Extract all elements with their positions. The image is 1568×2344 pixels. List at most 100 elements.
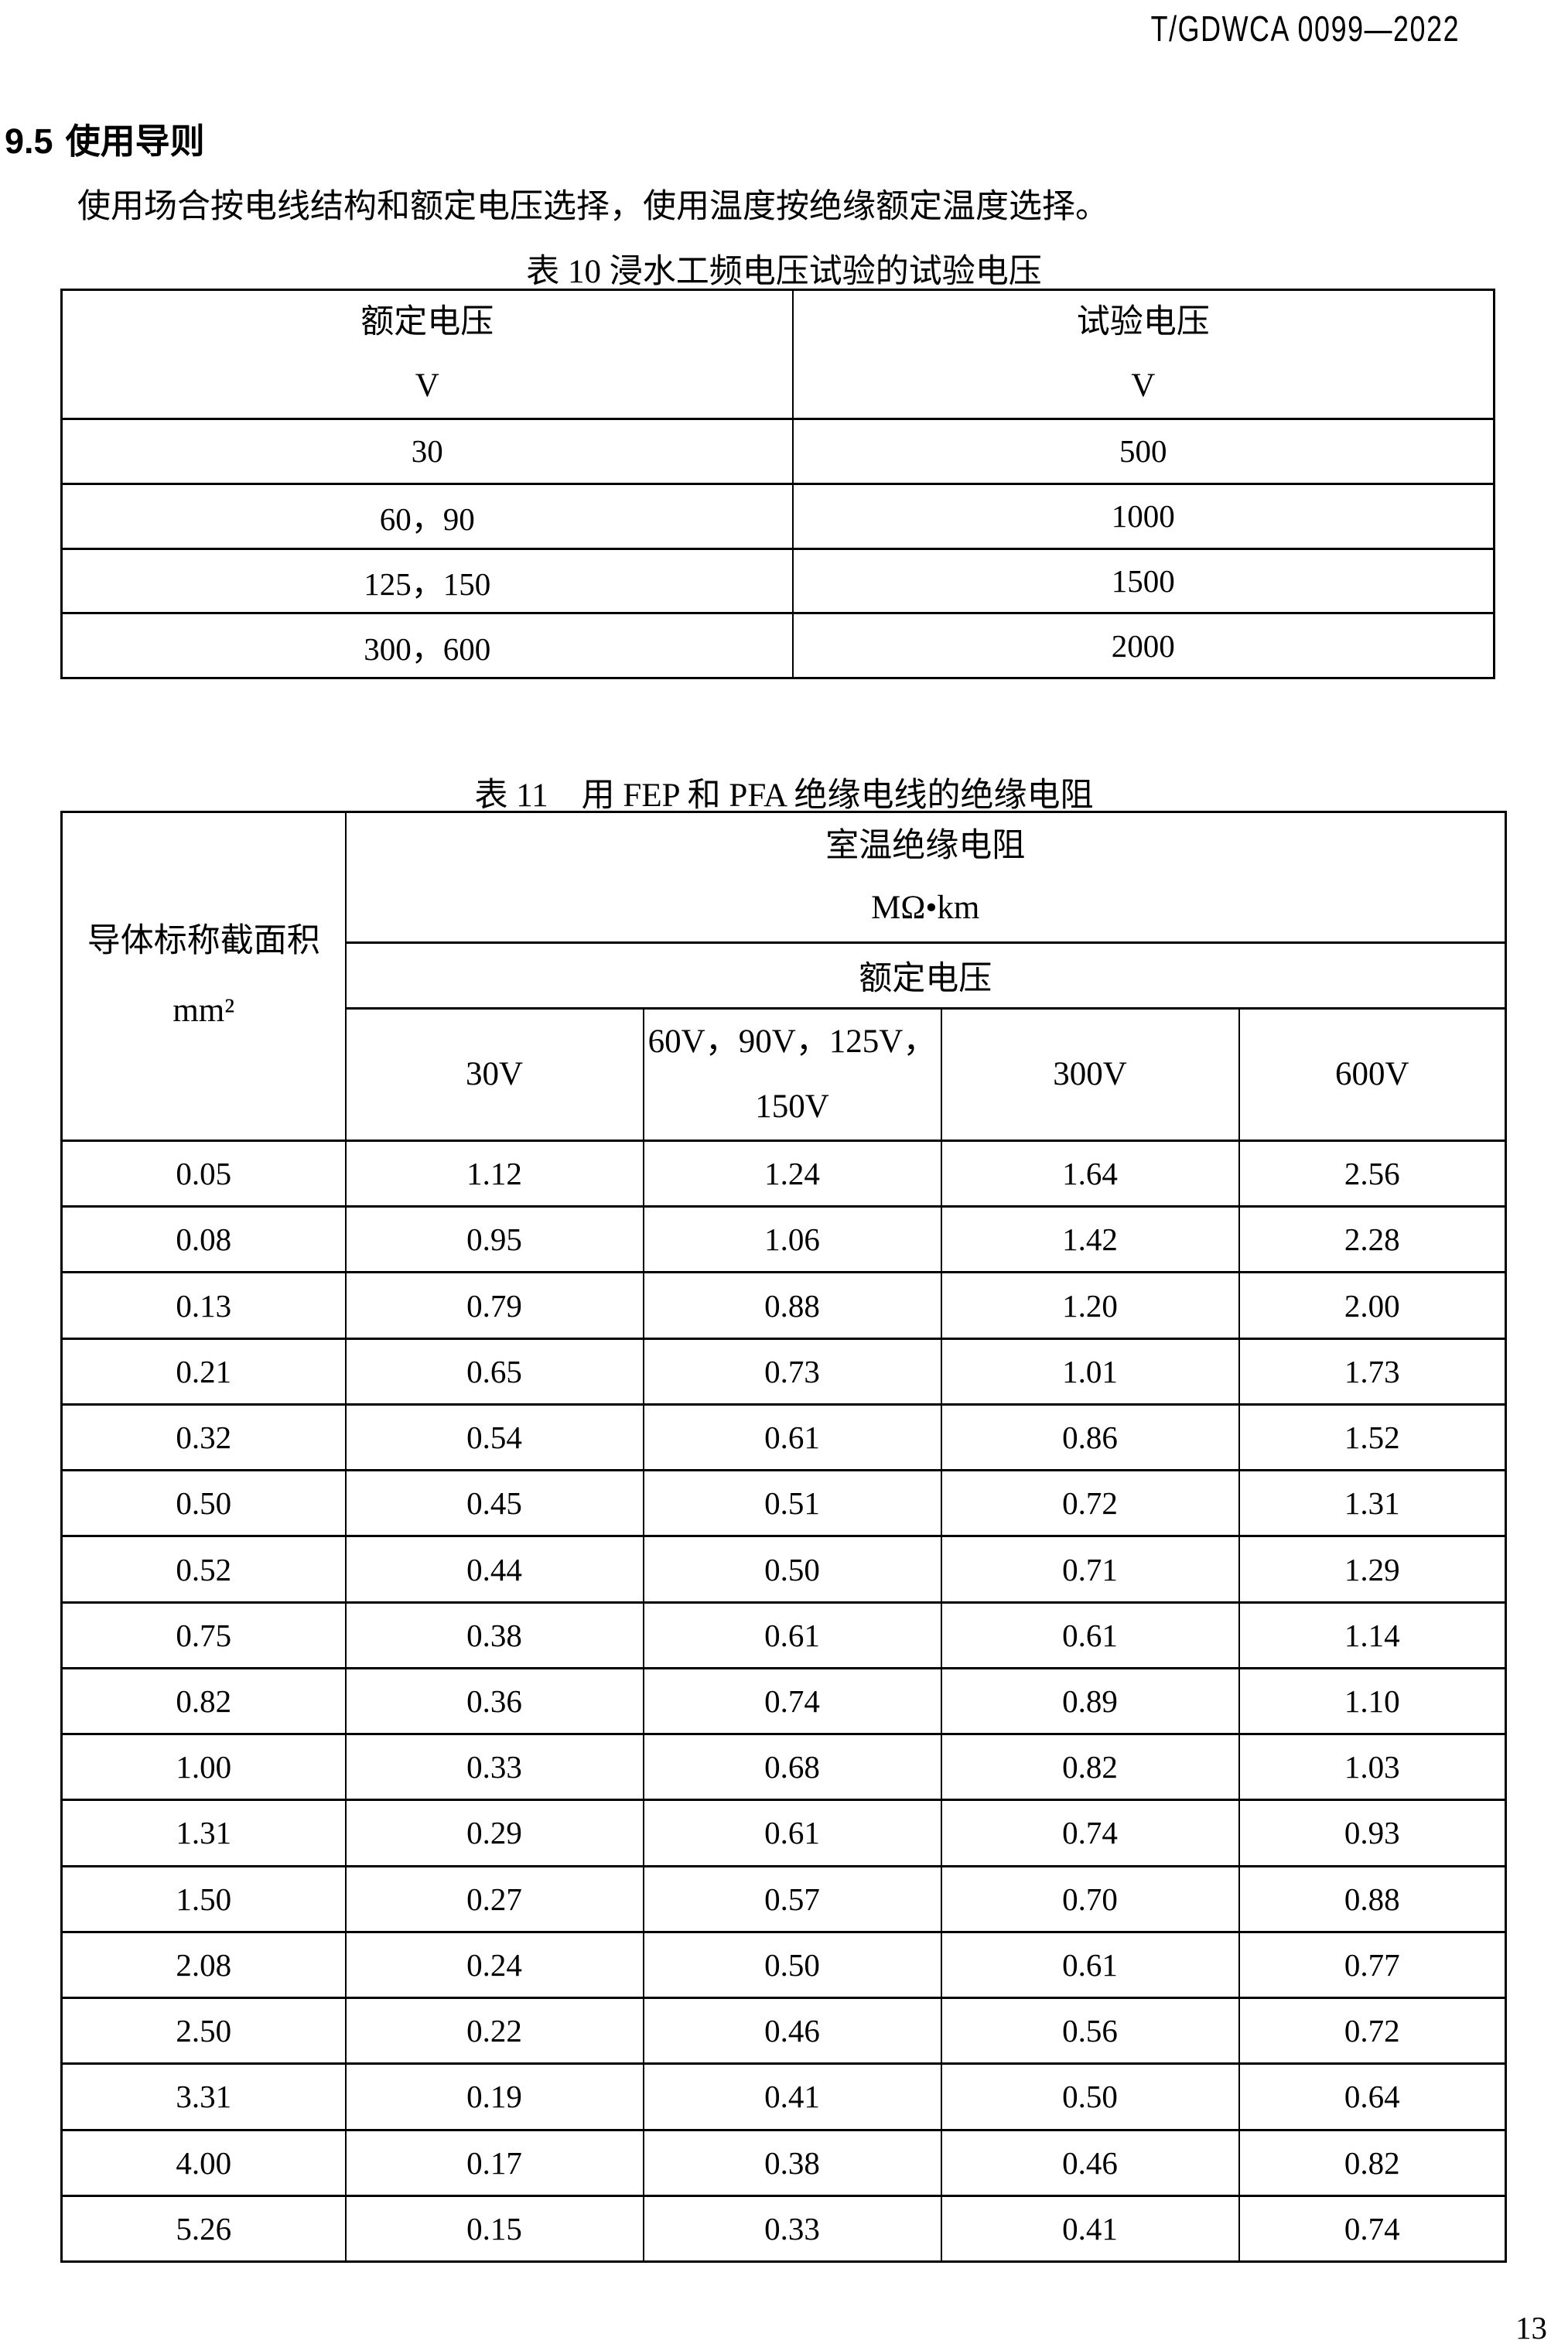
table11-header-row2: 额定电压 <box>62 941 1507 1010</box>
section-heading: 9.5 使用导则 <box>5 113 205 163</box>
header-line: 试验电压 <box>1076 304 1210 340</box>
table-cell: 0.27 <box>344 1864 644 1933</box>
table-cell: 1000 <box>791 482 1495 550</box>
table-cell: 1.31 <box>60 1799 347 1867</box>
header-unit: mm² <box>173 993 235 1029</box>
table-row: 1.00 0.33 0.68 0.82 1.03 <box>60 1733 1507 1802</box>
voltage-col-header-300v: 300V <box>940 1007 1240 1142</box>
table10-title: 表 10 浸水工频电压试验的试验电压 <box>526 254 1042 290</box>
table-cell: 0.95 <box>344 1205 644 1274</box>
table-cell: 1.50 <box>60 1864 347 1933</box>
intro-paragraph: 使用场合按电线结构和额定电压选择，使用温度按绝缘额定温度选择。 <box>77 189 1109 225</box>
table-cell: 0.64 <box>1238 2062 1507 2131</box>
table-cell: 1.20 <box>940 1271 1240 1340</box>
table-cell: 0.70 <box>940 1864 1240 1933</box>
table11-header: 导体标称截面积 mm² 室温绝缘电阻 MΩ•km 额定电压 30V <box>60 811 1507 1142</box>
table-cell: 1.31 <box>1238 1469 1507 1538</box>
table-row: 0.75 0.38 0.61 0.61 1.14 <box>60 1601 1507 1669</box>
table-cell: 1.64 <box>940 1139 1240 1208</box>
table-cell: 0.33 <box>344 1733 644 1802</box>
table-cell: 2.56 <box>1238 1139 1507 1208</box>
table-cell: 0.61 <box>940 1930 1240 2000</box>
table-cell: 0.82 <box>60 1666 347 1736</box>
table-cell: 0.41 <box>940 2194 1240 2264</box>
table-cell: 0.86 <box>940 1403 1240 1472</box>
room-temp-resistance-header: 室温绝缘电阻 MΩ•km <box>344 811 1507 944</box>
table-cell: 0.61 <box>642 1799 942 1867</box>
table-cell: 0.57 <box>642 1864 942 1933</box>
table10-header-row: 额定电压 V 试验电压 V <box>60 289 1495 420</box>
table-cell: 0.75 <box>60 1601 347 1669</box>
table-cell: 0.74 <box>642 1666 942 1736</box>
voltage-col-header-60-150v: 60V，90V，125V， 150V <box>642 1007 942 1142</box>
page-number: 13 <box>1515 2310 1547 2344</box>
table-cell: 1.06 <box>642 1205 942 1274</box>
table-cell: 0.54 <box>344 1403 644 1472</box>
voltage-col-header-30v: 30V <box>344 1007 644 1142</box>
rated-voltage-group-header: 额定电压 <box>344 941 1507 1010</box>
table-cell: 1.10 <box>1238 1666 1507 1736</box>
table-cell: 2.00 <box>1238 1271 1507 1340</box>
table-cell: 0.50 <box>642 1930 942 2000</box>
table-row: 5.26 0.15 0.33 0.41 0.74 <box>60 2194 1507 2264</box>
header-line: 30V <box>465 1056 524 1092</box>
table-row: 300，600 2000 <box>60 612 1495 679</box>
table11: 导体标称截面积 mm² 室温绝缘电阻 MΩ•km 额定电压 30V <box>60 811 1507 2264</box>
header-unit: V <box>415 367 439 404</box>
table-cell: 0.45 <box>344 1469 644 1538</box>
table-cell: 0.36 <box>344 1666 644 1736</box>
table-cell: 0.51 <box>642 1469 942 1538</box>
table-cell: 0.74 <box>940 1799 1240 1867</box>
table-cell: 0.32 <box>60 1403 347 1472</box>
table-cell: 0.41 <box>642 2062 942 2131</box>
table-row: 0.08 0.95 1.06 1.42 2.28 <box>60 1205 1507 1274</box>
table-cell: 0.61 <box>940 1601 1240 1669</box>
table-cell: 1.14 <box>1238 1601 1507 1669</box>
table-cell: 1.00 <box>60 1733 347 1802</box>
table-cell: 0.77 <box>1238 1930 1507 2000</box>
table-cell: 1.01 <box>940 1337 1240 1406</box>
table10-body: 30 500 60，90 1000 125，150 1500 300，600 2000 <box>60 418 1495 679</box>
table-cell: 1.73 <box>1238 1337 1507 1406</box>
table-cell: 2000 <box>791 612 1495 679</box>
table-cell: 0.19 <box>344 2062 644 2131</box>
table-cell: 0.17 <box>344 2128 644 2197</box>
table-cell: 0.61 <box>642 1403 942 1472</box>
test-voltage-header: 试验电压 V <box>791 289 1495 420</box>
table-cell: 0.50 <box>642 1535 942 1604</box>
table-cell: 0.50 <box>940 2062 1240 2131</box>
table-cell: 1.24 <box>642 1139 942 1208</box>
rated-voltage-header: 额定电压 V <box>60 289 794 420</box>
table10-header: 额定电压 V 试验电压 V <box>60 289 1495 420</box>
table-cell: 0.13 <box>60 1271 347 1340</box>
table-row: 1.50 0.27 0.57 0.70 0.88 <box>60 1864 1507 1933</box>
table-cell: 1.29 <box>1238 1535 1507 1604</box>
table-row: 3.31 0.19 0.41 0.50 0.64 <box>60 2062 1507 2131</box>
table11-header-row3: 30V 60V，90V，125V， 150V 300V <box>62 1007 1507 1142</box>
table-cell: 0.05 <box>60 1139 347 1208</box>
table-row: 30 500 <box>60 418 1495 485</box>
header-line: 300V <box>1053 1056 1127 1092</box>
table-row: 4.00 0.17 0.38 0.46 0.82 <box>60 2128 1507 2197</box>
table-cell: 2.28 <box>1238 1205 1507 1274</box>
voltage-col-header-600v: 600V <box>1238 1007 1507 1142</box>
table-row: 2.08 0.24 0.50 0.61 0.77 <box>60 1930 1507 2000</box>
table-cell: 0.82 <box>1238 2128 1507 2197</box>
table-cell: 2.08 <box>60 1930 347 2000</box>
table-row: 0.21 0.65 0.73 1.01 1.73 <box>60 1337 1507 1406</box>
header-line: 室温绝缘电阻 <box>825 828 1026 864</box>
header-line: 60V，90V，125V， <box>647 1023 937 1060</box>
table-cell: 0.38 <box>642 2128 942 2197</box>
table-cell: 0.88 <box>642 1271 942 1340</box>
table-cell: 0.24 <box>344 1930 644 2000</box>
table11-header-row1: 导体标称截面积 mm² 室温绝缘电阻 MΩ•km <box>60 811 1507 1142</box>
table-cell: 0.52 <box>60 1535 347 1604</box>
table-cell: 125，150 <box>60 547 794 615</box>
table10: 额定电压 V 试验电压 V 30 500 60，90 1000 125，150 1500 3… <box>60 289 1495 679</box>
table11-title: 表 11 用 FEP 和 PFA 绝缘电线的绝缘电阻 <box>474 777 1094 814</box>
table-cell: 1.03 <box>1238 1733 1507 1802</box>
table-cell: 0.68 <box>642 1733 942 1802</box>
table-row: 0.32 0.54 0.61 0.86 1.52 <box>60 1403 1507 1472</box>
table-row: 60，90 1000 <box>60 482 1495 550</box>
table-row: 0.13 0.79 0.88 1.20 2.00 <box>60 1271 1507 1340</box>
